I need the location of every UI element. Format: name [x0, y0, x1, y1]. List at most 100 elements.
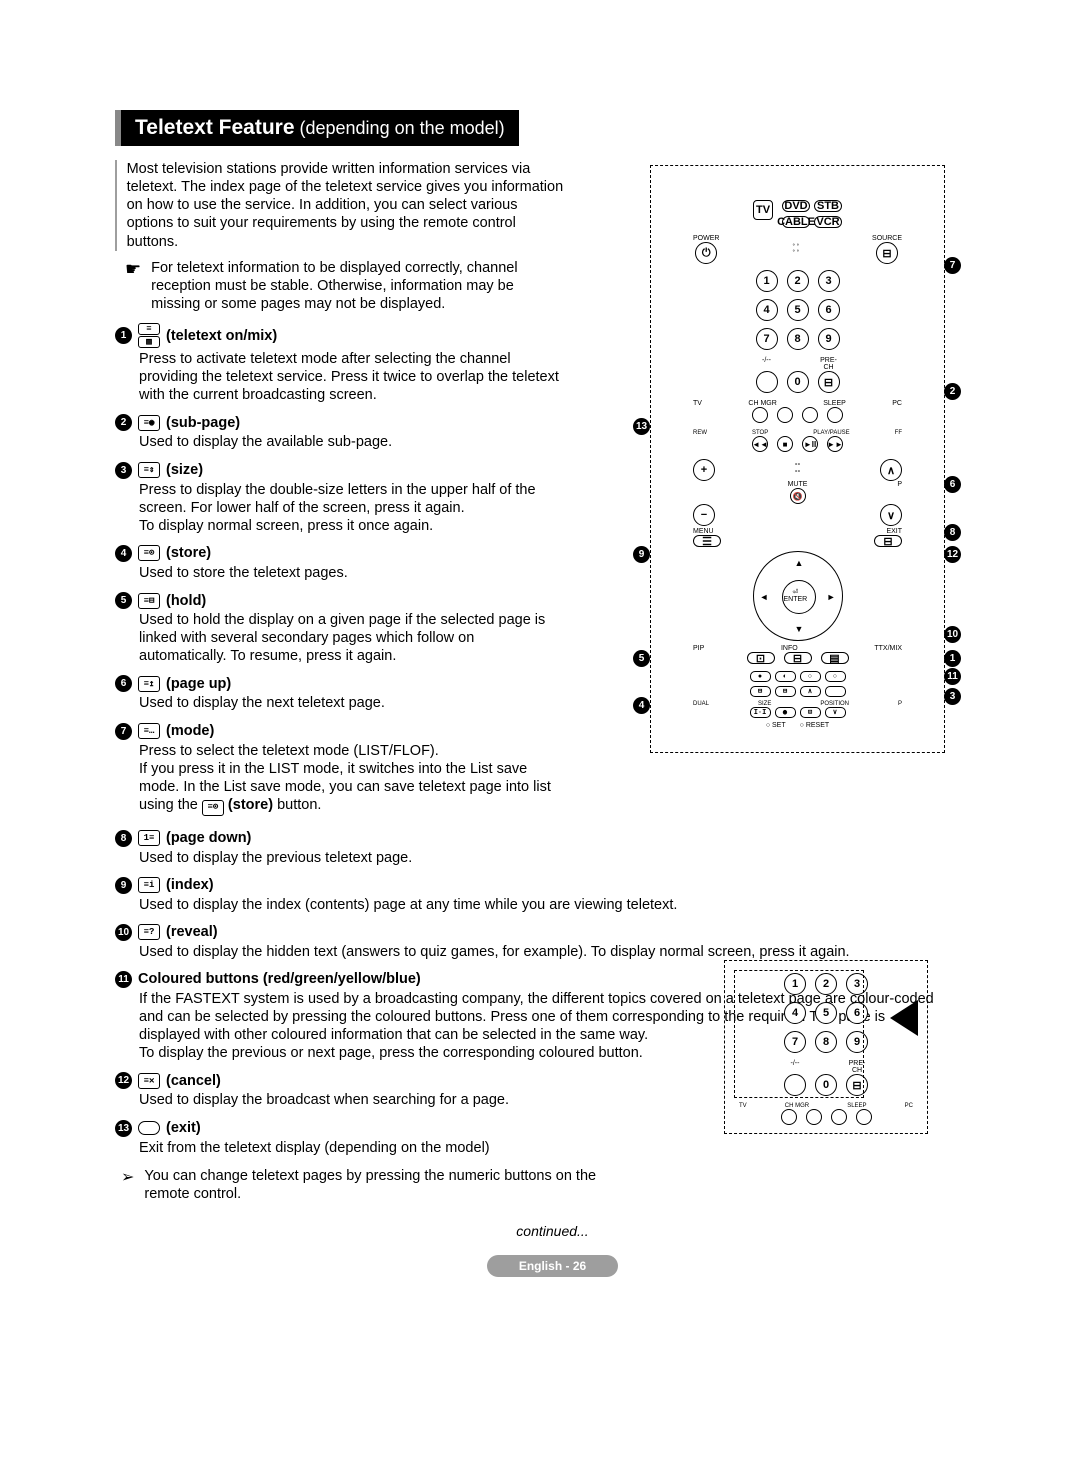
bullet-3: 3	[115, 462, 132, 479]
keypad-7[interactable]: 7	[756, 328, 778, 350]
item-6: 6 ≡↥ (page up) Used to display the next …	[115, 675, 560, 712]
chmgr-btn[interactable]	[777, 407, 793, 423]
reset-lbl: RESET	[806, 722, 829, 729]
dpad[interactable]: ▲ ▼ ◄ ► ⏎ENTER	[753, 551, 843, 641]
bullet-13: 13	[115, 1120, 132, 1137]
callout-12: 12	[944, 546, 961, 563]
remote-key-icon: ≡?	[138, 924, 160, 940]
remote-key-icon: ≡✕	[138, 1073, 160, 1089]
remote-key-icon: 1≡	[138, 830, 160, 846]
item-body-12: Used to display the broadcast when searc…	[139, 1091, 560, 1109]
item-2: 2 ≡◉ (sub-page) Used to display the avai…	[115, 414, 560, 451]
keypad-3[interactable]: 3	[818, 270, 840, 292]
mute-button[interactable]: 🔇	[790, 488, 806, 504]
play-btn[interactable]: ►II	[802, 436, 818, 452]
chmgr-btn-2[interactable]	[806, 1109, 822, 1125]
row3-1[interactable]: I·I	[750, 707, 771, 718]
intro-bar	[115, 160, 117, 251]
bullet-6: 6	[115, 675, 132, 692]
page-footer: English - 26	[115, 1255, 990, 1277]
item-label-10: (reveal)	[166, 924, 218, 940]
exit-button[interactable]: ⊟	[874, 535, 902, 547]
prech-label: PRE-CH	[818, 357, 840, 371]
keypad-4[interactable]: 4	[756, 299, 778, 321]
bullet-11: 11	[115, 971, 132, 988]
remote-key-icon: ≡◉	[138, 415, 160, 431]
blue-button[interactable]: ○	[825, 671, 846, 682]
row2-4[interactable]	[825, 686, 846, 697]
red-button[interactable]: ●	[750, 671, 771, 682]
keypad-1[interactable]: 1	[756, 270, 778, 292]
yellow-button[interactable]: ○	[800, 671, 821, 682]
keypad-6[interactable]: 6	[818, 299, 840, 321]
ff-btn[interactable]: ►►	[827, 436, 843, 452]
store-inline-icon: ≡⊙	[202, 800, 224, 816]
item-body-7: Press to select the teletext mode (LIST/…	[139, 742, 560, 816]
row3-2[interactable]: ◉	[775, 707, 796, 718]
dpad-left-icon: ◄	[760, 592, 769, 602]
item-label-12: (cancel)	[166, 1073, 221, 1089]
tv-btn[interactable]	[752, 407, 768, 423]
item-body-3: Press to display the double-size letters…	[139, 481, 560, 535]
tv-btn-2[interactable]	[781, 1109, 797, 1125]
note-text: For teletext information to be displayed…	[151, 259, 545, 313]
item-label-9: (index)	[166, 877, 214, 893]
zero-button[interactable]: 0	[787, 371, 809, 393]
item-body-5: Used to hold the display on a given page…	[139, 611, 560, 665]
keypad-9[interactable]: 9	[818, 328, 840, 350]
row2-1[interactable]: ⊟	[750, 686, 771, 697]
row2-2[interactable]: ⊟	[775, 686, 796, 697]
keypad-5[interactable]: 5	[787, 299, 809, 321]
intro-wrap: Most television stations provide written…	[115, 160, 565, 251]
pc-btn[interactable]	[827, 407, 843, 423]
row3-3[interactable]: ⊡	[800, 707, 821, 718]
power-label: POWER	[693, 235, 719, 242]
sleep-btn-2[interactable]	[831, 1109, 847, 1125]
callout-7: 7	[944, 257, 961, 274]
remote-key-icon: ≡…	[138, 723, 160, 739]
row2-3[interactable]: ∧	[800, 686, 821, 697]
source-label: SOURCE	[872, 235, 902, 242]
oval-button-icon	[138, 1121, 160, 1135]
dash-button[interactable]	[756, 371, 778, 393]
color-row: ● ◐ ○ ○	[693, 671, 902, 682]
stop-btn[interactable]: ■	[777, 436, 793, 452]
source-button[interactable]: ⊟	[876, 242, 898, 264]
bullet-9: 9	[115, 877, 132, 894]
rew-btn[interactable]: ◄◄	[752, 436, 768, 452]
prech-button[interactable]: ⊟	[818, 371, 840, 393]
keypad-8[interactable]: 8	[787, 328, 809, 350]
ch-down-button[interactable]: ∨	[880, 504, 902, 526]
ch-up-button[interactable]: ∧	[880, 459, 902, 481]
sleep-btn[interactable]	[802, 407, 818, 423]
keypad-2[interactable]: 2	[787, 270, 809, 292]
item-label-13: (exit)	[166, 1120, 201, 1136]
callout-11: 11	[944, 668, 961, 685]
suffix-note: You can change teletext pages by pressin…	[144, 1167, 635, 1203]
vol-up-button[interactable]: +	[693, 459, 715, 481]
menu-button[interactable]: ☰	[693, 535, 721, 547]
callout-3: 3	[944, 688, 961, 705]
item-body-10: Used to display the hidden text (answers…	[139, 943, 935, 961]
pc-btn-2[interactable]	[856, 1109, 872, 1125]
arrow-icon: ➢	[121, 1167, 134, 1187]
green-button[interactable]: ◐	[775, 671, 796, 682]
ff-lbl: FF	[895, 430, 902, 436]
row3-4[interactable]: ∨	[825, 707, 846, 718]
callout-8: 8	[944, 524, 961, 541]
item-body-1: Press to activate teletext mode after se…	[139, 350, 560, 404]
pip-button[interactable]: ⊡	[747, 652, 775, 664]
dpad-down-icon: ▼	[795, 624, 804, 634]
item-body-2: Used to display the available sub-page.	[139, 433, 560, 451]
item-label-4: (store)	[166, 545, 211, 561]
bullet-7: 7	[115, 723, 132, 740]
vol-down-button[interactable]: −	[693, 504, 715, 526]
item-12: 12 ≡✕ (cancel) Used to display the broad…	[115, 1072, 560, 1109]
power-button[interactable]: ⏻	[695, 242, 717, 264]
bullet-8: 8	[115, 830, 132, 847]
ttx-button[interactable]: ▤	[821, 652, 849, 664]
dpad-right-icon: ►	[827, 592, 836, 602]
pc-lbl: PC	[892, 400, 902, 407]
info-button[interactable]: ⊟	[784, 652, 812, 664]
item-8: 8 1≡ (page down) Used to display the pre…	[115, 830, 560, 867]
